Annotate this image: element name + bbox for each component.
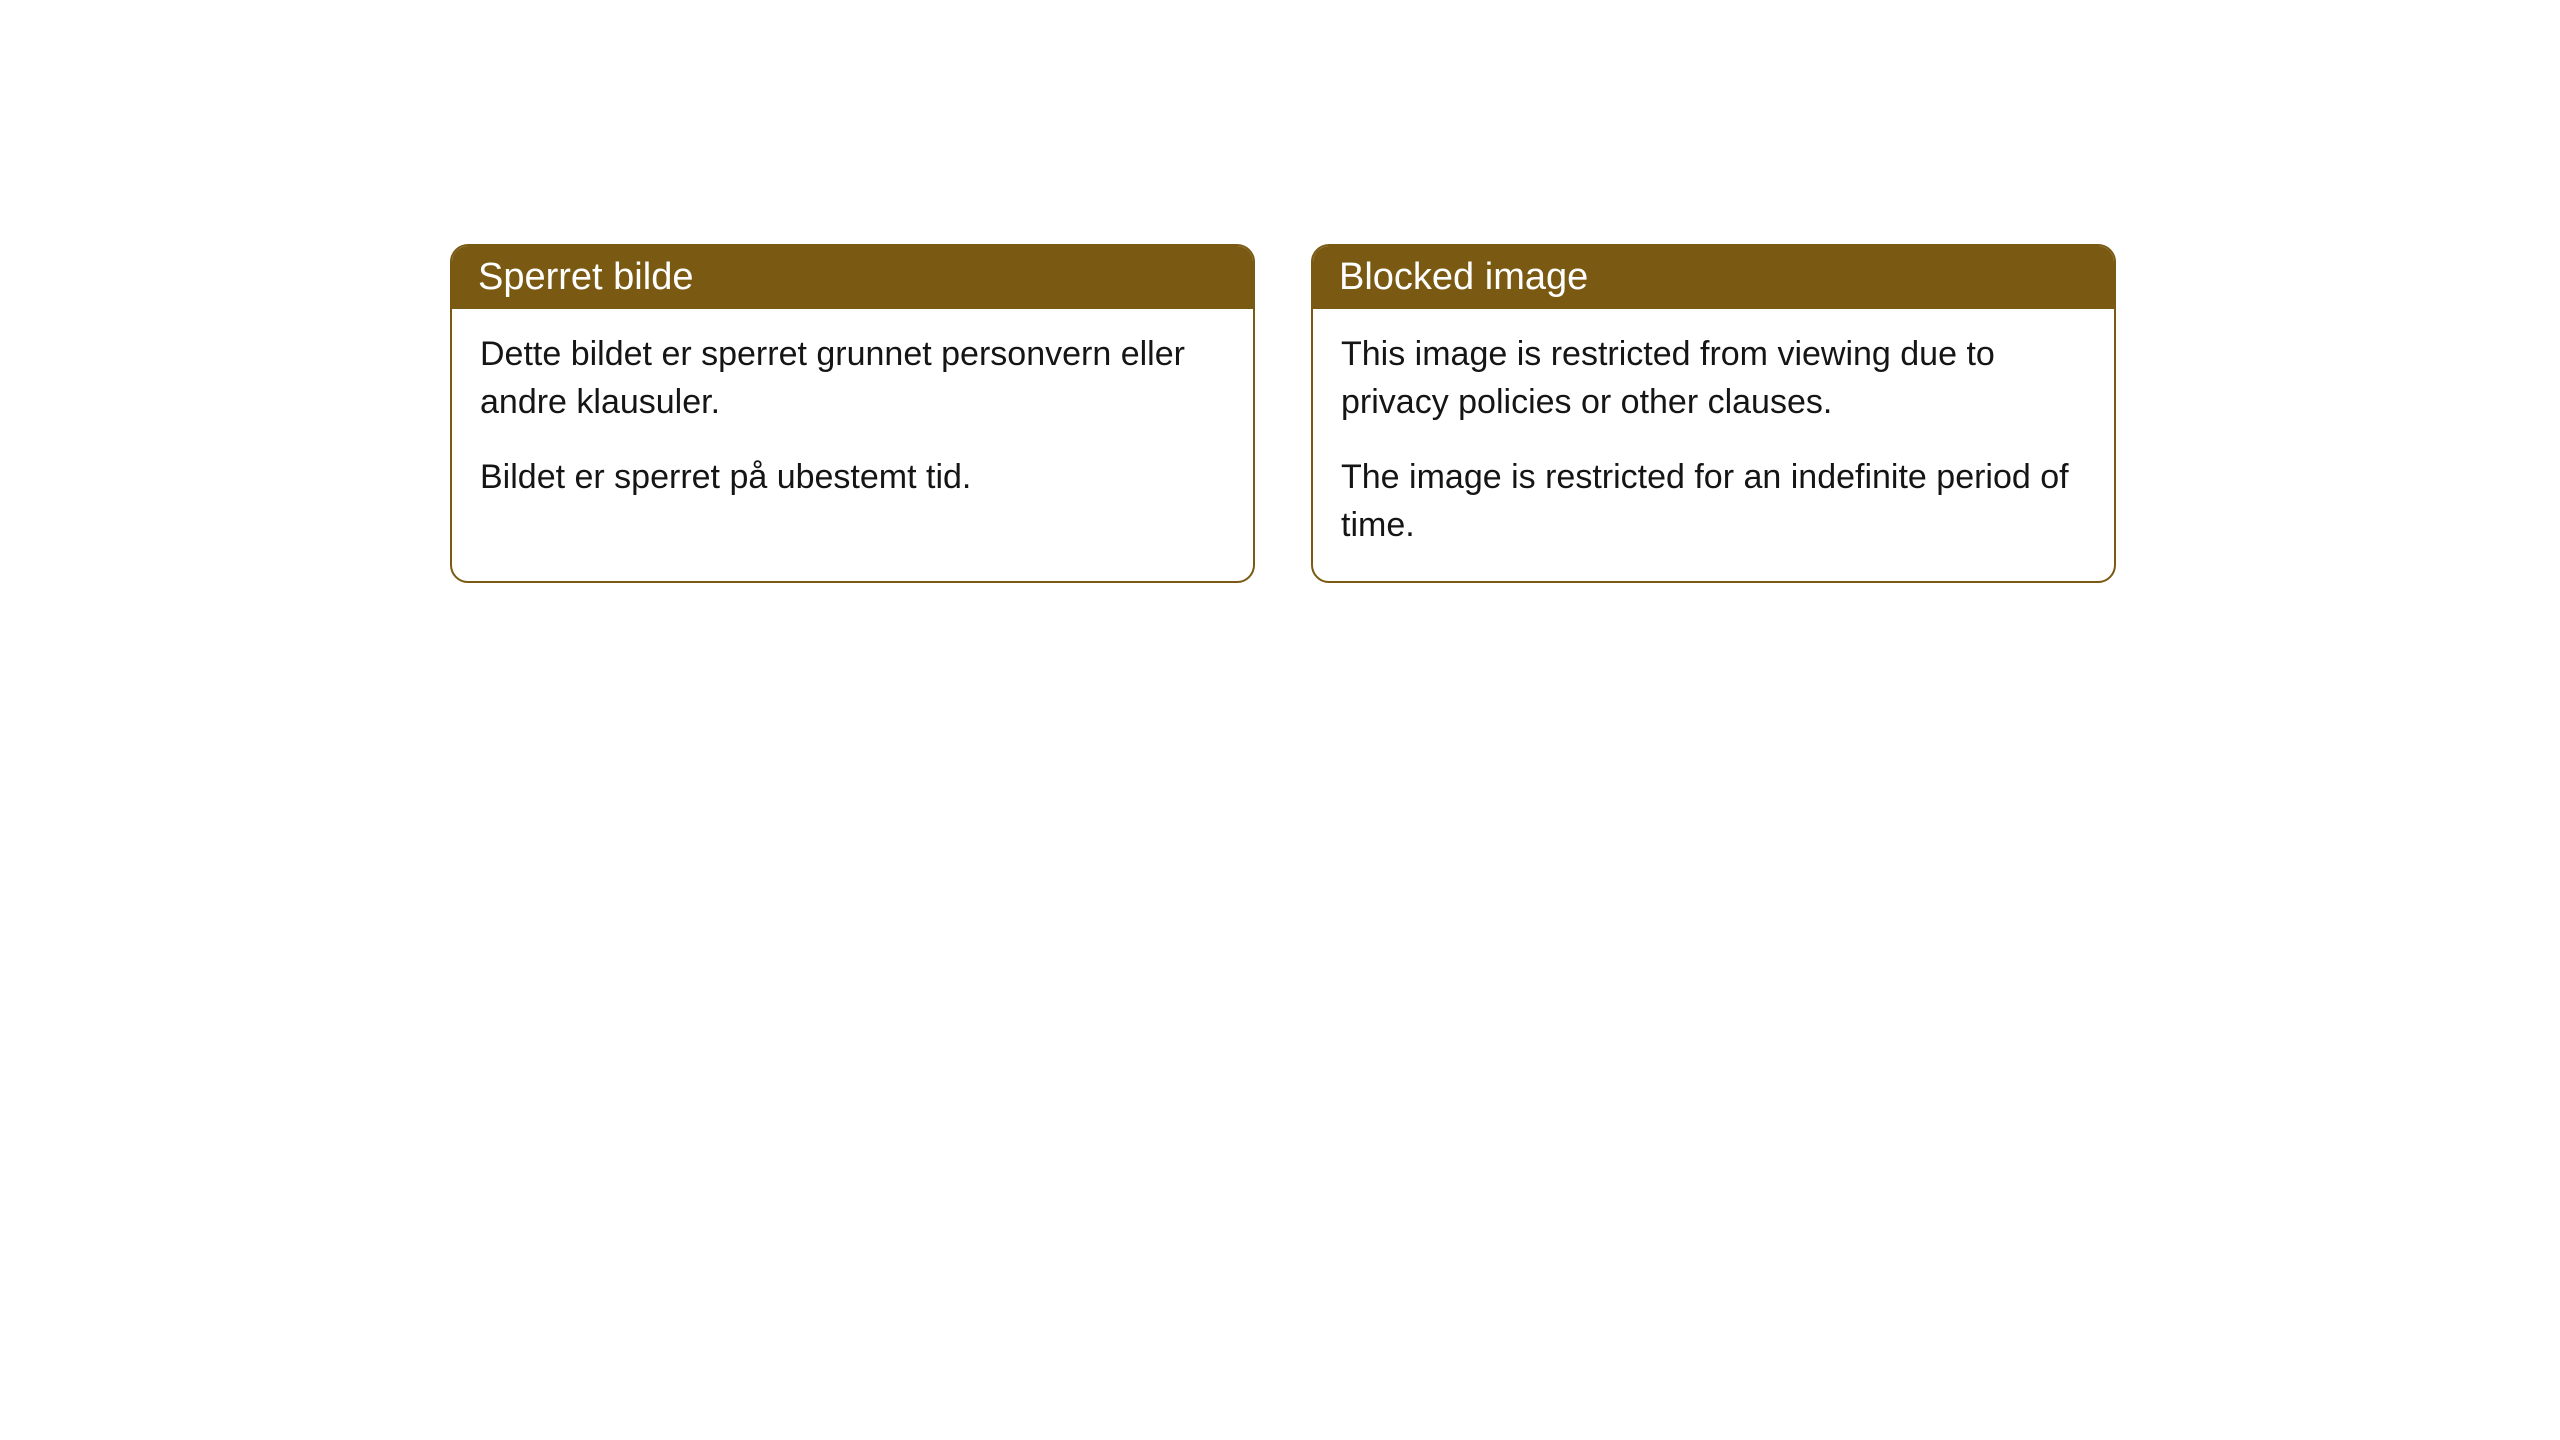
card-paragraph: Dette bildet er sperret grunnet personve… bbox=[480, 331, 1225, 426]
card-title: Blocked image bbox=[1339, 256, 1588, 298]
notice-cards-container: Sperret bilde Dette bildet er sperret gr… bbox=[450, 244, 2116, 583]
card-paragraph: Bildet er sperret på ubestemt tid. bbox=[480, 454, 1225, 502]
blocked-image-card-english: Blocked image This image is restricted f… bbox=[1311, 244, 2116, 583]
card-paragraph: This image is restricted from viewing du… bbox=[1341, 331, 2086, 426]
card-body-english: This image is restricted from viewing du… bbox=[1313, 309, 2114, 581]
card-title: Sperret bilde bbox=[478, 256, 693, 298]
card-body-norwegian: Dette bildet er sperret grunnet personve… bbox=[452, 309, 1253, 534]
card-paragraph: The image is restricted for an indefinit… bbox=[1341, 454, 2086, 549]
card-header-norwegian: Sperret bilde bbox=[452, 246, 1253, 309]
card-header-english: Blocked image bbox=[1313, 246, 2114, 309]
blocked-image-card-norwegian: Sperret bilde Dette bildet er sperret gr… bbox=[450, 244, 1255, 583]
